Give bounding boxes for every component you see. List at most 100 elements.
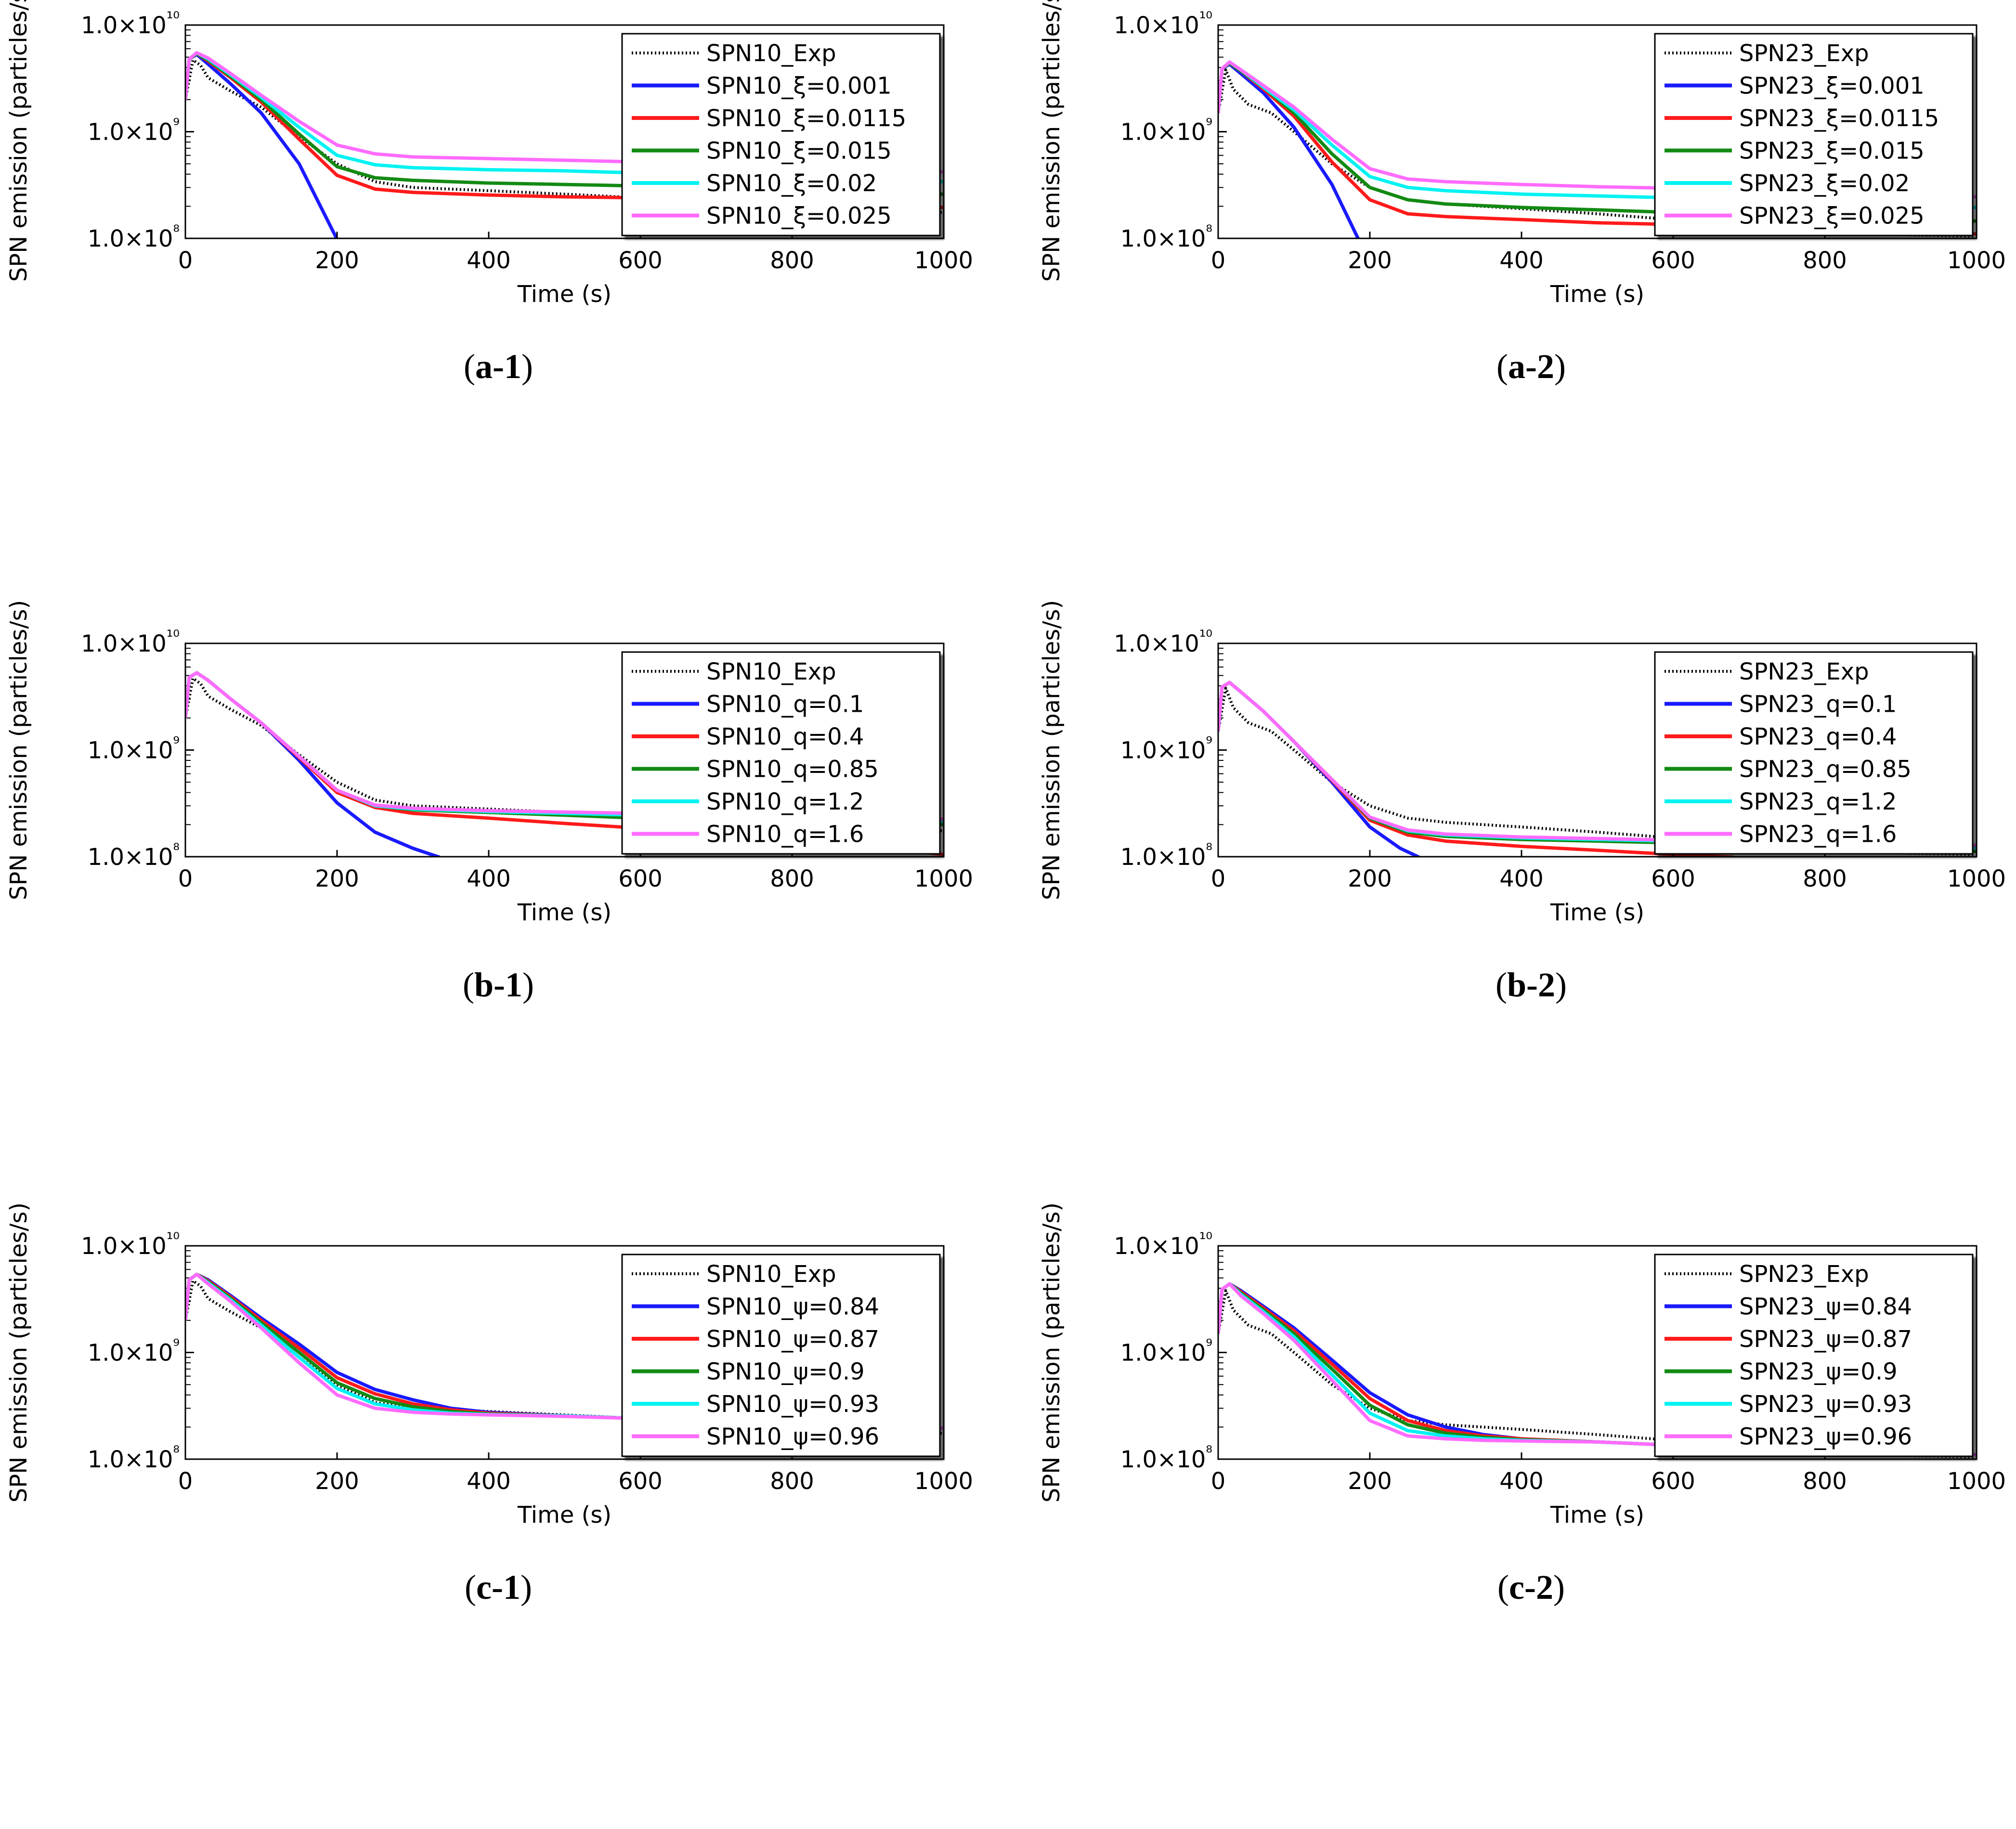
legend-label: SPN23_ξ=0.015	[1739, 138, 1925, 165]
legend: SPN23_Exp SPN23_ψ=0.84 SPN23_ψ=0.87 SPN23_ψ…	[1654, 1254, 1974, 1457]
x-tick-label: 1000	[914, 1468, 973, 1495]
legend-label: SPN10_q=1.6	[706, 821, 864, 848]
x-tick-label: 400	[467, 1468, 511, 1495]
legend-label: SPN23_ψ=0.96	[1739, 1424, 1912, 1450]
x-tick-label: 800	[770, 1468, 814, 1495]
x-axis-label: Time (s)	[1550, 281, 1644, 308]
series-line-SPN23_q=0.1	[1218, 680, 1420, 857]
legend: SPN10_Exp SPN10_ψ=0.84 SPN10_ψ=0.87 SPN10_ψ…	[621, 1254, 941, 1457]
legend-label: SPN23_Exp	[1739, 658, 1869, 685]
legend-label: SPN10_ξ=0.001	[706, 73, 892, 100]
legend-label: SPN23_ψ=0.84	[1739, 1293, 1912, 1320]
y-tick-label: 1.0×10¹⁰	[1114, 627, 1212, 657]
legend-label: SPN23_q=1.2	[1739, 788, 1897, 815]
panel-caption: (b-2)	[1496, 966, 1567, 1004]
legend-label: SPN10_ξ=0.025	[706, 203, 892, 230]
y-axis-label: SPN emission (particles/s)	[1038, 600, 1065, 900]
x-tick-label: 600	[1651, 247, 1695, 274]
panel-caption: (b-1)	[463, 966, 534, 1004]
x-tick-label: 800	[770, 247, 814, 274]
x-tick-label: 800	[1803, 865, 1847, 892]
legend-label: SPN10_ξ=0.015	[706, 138, 892, 165]
y-tick-label: 1.0×10⁸	[88, 222, 180, 252]
x-tick-label: 1000	[1947, 247, 2006, 274]
legend-box	[1654, 1254, 1974, 1457]
legend-label: SPN23_q=0.4	[1739, 723, 1897, 750]
y-tick-label: 1.0×10¹⁰	[81, 1229, 180, 1260]
x-tick-label: 800	[770, 865, 814, 892]
y-axis-label: SPN emission (particles/s)	[5, 0, 32, 282]
y-tick-label: 1.0×10⁹	[88, 734, 180, 764]
legend-label: SPN10_ψ=0.9	[706, 1359, 865, 1385]
legend-box	[1654, 33, 1974, 236]
x-tick-label: 0	[178, 1468, 193, 1495]
legend-box	[1654, 651, 1974, 855]
panel-caption: (a-1)	[464, 347, 533, 386]
legend-label: SPN10_Exp	[706, 40, 836, 67]
x-tick-label: 400	[1499, 1468, 1544, 1495]
legend-label: SPN23_ξ=0.0115	[1739, 105, 1939, 132]
x-tick-label: 600	[618, 865, 663, 892]
x-tick-label: 0	[1211, 1468, 1226, 1495]
x-tick-label: 200	[1348, 247, 1392, 274]
x-tick-label: 200	[1348, 865, 1392, 892]
y-axis-label: SPN emission (particles/s)	[1038, 1202, 1065, 1502]
legend: SPN23_Exp SPN23_ξ=0.001 SPN23_ξ=0.0115 SPN2…	[1654, 33, 1974, 236]
y-tick-label: 1.0×10⁸	[88, 840, 180, 871]
chart-panel-b-2: 0 200 400 600 800 1000 1.0×10⁸ 1.0×10⁹ 1.0×10¹⁰ T…	[1038, 600, 2006, 1004]
y-axis-label: SPN emission (particles/s)	[5, 1202, 32, 1502]
legend-box	[621, 1254, 941, 1457]
x-tick-label: 600	[1651, 1468, 1695, 1495]
y-tick-label: 1.0×10⁸	[1120, 840, 1212, 871]
x-tick-label: 1000	[914, 865, 973, 892]
legend-label: SPN23_q=0.1	[1739, 691, 1897, 718]
legend-label: SPN10_Exp	[706, 658, 836, 685]
legend-label: SPN23_ξ=0.001	[1739, 73, 1925, 100]
x-tick-label: 600	[1651, 865, 1695, 892]
chart-panel-b-1: 0 200 400 600 800 1000 1.0×10⁸ 1.0×10⁹ 1.0×10¹⁰ T…	[5, 600, 973, 1004]
x-tick-label: 600	[618, 247, 663, 274]
y-tick-label: 1.0×10⁹	[88, 116, 180, 146]
legend-label: SPN23_ξ=0.025	[1739, 203, 1925, 230]
legend-label: SPN10_ξ=0.0115	[706, 105, 906, 132]
y-tick-label: 1.0×10¹⁰	[81, 9, 180, 39]
legend-label: SPN23_Exp	[1739, 1261, 1869, 1288]
x-axis-label: Time (s)	[1550, 899, 1644, 926]
y-tick-label: 1.0×10⁹	[1120, 116, 1212, 146]
y-tick-label: 1.0×10⁹	[1120, 734, 1212, 764]
legend: SPN23_Exp SPN23_q=0.1 SPN23_q=0.4 SPN23_q=0…	[1654, 651, 1974, 855]
panel-caption: (c-2)	[1497, 1568, 1565, 1607]
legend: SPN10_Exp SPN10_q=0.1 SPN10_q=0.4 SPN10_q=0…	[621, 651, 941, 855]
y-tick-label: 1.0×10⁸	[88, 1443, 180, 1473]
legend-box	[621, 651, 941, 855]
x-tick-label: 0	[178, 865, 193, 892]
legend-label: SPN10_ψ=0.93	[706, 1391, 879, 1418]
x-tick-label: 400	[1499, 865, 1544, 892]
y-tick-label: 1.0×10¹⁰	[1114, 1229, 1212, 1260]
chart-panel-c-1: 0 200 400 600 800 1000 1.0×10⁸ 1.0×10⁹ 1.0×10¹⁰ T…	[5, 1202, 973, 1607]
x-tick-label: 0	[1211, 865, 1226, 892]
x-tick-label: 200	[1348, 1468, 1392, 1495]
panel-caption: (a-2)	[1496, 347, 1566, 386]
chart-panel-c-2: 0 200 400 600 800 1000 1.0×10⁸ 1.0×10⁹ 1.0×10¹⁰ T…	[1038, 1202, 2006, 1607]
x-tick-label: 0	[1211, 247, 1226, 274]
legend-label: SPN10_q=0.4	[706, 723, 864, 750]
legend-label: SPN10_ψ=0.84	[706, 1293, 879, 1320]
y-tick-label: 1.0×10¹⁰	[1114, 9, 1212, 39]
x-tick-label: 0	[178, 247, 193, 274]
x-tick-label: 800	[1803, 1468, 1847, 1495]
x-tick-label: 200	[315, 1468, 359, 1495]
y-axis-label: SPN emission (particles/s)	[5, 600, 32, 900]
x-axis-label: Time (s)	[517, 1502, 611, 1529]
x-tick-label: 1000	[1947, 1468, 2006, 1495]
x-tick-label: 400	[467, 865, 511, 892]
legend-label: SPN10_ψ=0.96	[706, 1424, 879, 1450]
x-tick-label: 800	[1803, 247, 1847, 274]
y-axis-label: SPN emission (particles/s)	[1038, 0, 1065, 282]
legend-label: SPN23_Exp	[1739, 40, 1869, 67]
legend-label: SPN10_q=1.2	[706, 788, 864, 815]
x-tick-label: 200	[315, 247, 359, 274]
x-axis-label: Time (s)	[1550, 1502, 1644, 1529]
legend-label: SPN10_q=0.1	[706, 691, 864, 718]
legend-label: SPN23_q=0.85	[1739, 756, 1912, 783]
